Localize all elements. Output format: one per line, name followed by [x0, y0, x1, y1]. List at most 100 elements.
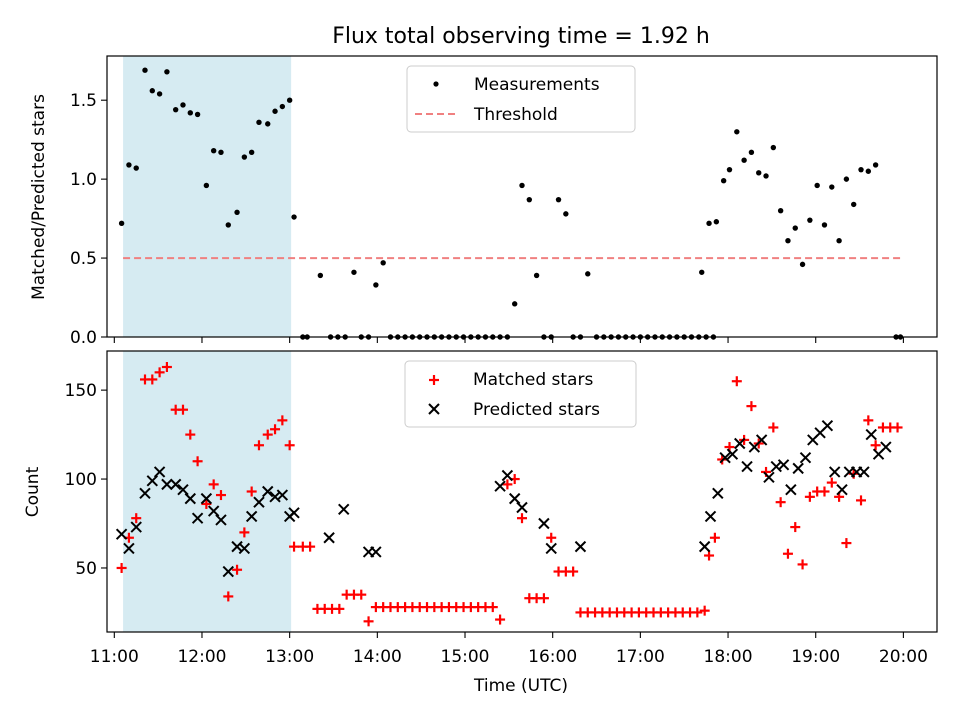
matched-star-point: [185, 429, 196, 440]
ratio-panel: 0.0 0.5 1.0 1.5 Matched/Predicted stars Mea…: [29, 55, 938, 348]
predicted-star-point: [799, 452, 812, 464]
matched-star-point: [699, 605, 710, 616]
predicted-star-point: [153, 466, 166, 478]
matched-star-point: [215, 490, 226, 501]
measurement-point: [133, 165, 139, 171]
y-tick-label: 0.5: [70, 249, 97, 269]
measurement-point: [156, 91, 163, 97]
predicted-star-point: [146, 475, 159, 487]
predicted-star-point: [494, 480, 506, 492]
matched-star-point: [841, 538, 852, 549]
y-tick-label: 1.0: [70, 170, 97, 190]
measurement-point: [149, 88, 155, 94]
predicted-star-point: [139, 487, 151, 499]
matched-star-point: [546, 532, 557, 543]
measurement-point: [180, 102, 186, 108]
predicted-star-point: [184, 492, 196, 505]
matched-star-point: [709, 532, 720, 543]
measurement-point: [741, 157, 747, 163]
measurement-point: [734, 129, 740, 135]
measurement-point: [265, 121, 271, 127]
predicted-star-point: [726, 448, 739, 460]
measurement-point: [172, 106, 179, 113]
measurement-point: [526, 196, 533, 203]
matched-star-point: [270, 424, 281, 435]
measurement-point: [770, 144, 777, 151]
matched-star-point: [692, 607, 703, 618]
matched-star-point: [363, 616, 374, 627]
legend-matched-marker: [429, 375, 439, 385]
matched-star-point: [305, 541, 316, 552]
measurement-point: [563, 211, 569, 217]
predicted-star-point: [755, 434, 768, 446]
predicted-star-point: [191, 512, 204, 524]
predicted-star-point: [169, 478, 182, 491]
predicted-star-point: [792, 462, 804, 475]
predicted-star-point: [123, 542, 135, 555]
x-tick-label: 11:00: [90, 647, 139, 667]
y-axis-label: Count: [23, 466, 43, 517]
x-axis-ticks: 11:00 12:00 13:00 14:00 15:00 16:00 17:00 18:00…: [90, 632, 928, 667]
legend: Measurements Threshold: [406, 65, 636, 133]
predicted-star-point: [858, 466, 870, 478]
legend-label-matched: Matched stars: [473, 370, 593, 390]
measurement-point: [126, 162, 132, 168]
y-tick-label: 0.0: [70, 328, 97, 348]
predicted-star-point: [508, 492, 521, 505]
measurement-point: [829, 184, 835, 190]
measurement-point: [519, 182, 525, 189]
predicted-star-point: [215, 514, 227, 526]
measurement-point: [256, 119, 262, 126]
measurement-point: [291, 214, 297, 220]
x-tick-label: 14:00: [353, 647, 402, 667]
matched-star-point: [487, 602, 498, 613]
predicted-star-point: [880, 441, 892, 453]
matched-star-point: [147, 374, 158, 385]
y-axis-ticks: 0.0 0.5 1.0 1.5: [70, 91, 107, 348]
legend: Matched stars Predicted stars: [404, 360, 637, 428]
matched-star-point: [768, 422, 779, 433]
matched-star-point: [538, 593, 549, 604]
matched-star-point: [239, 527, 250, 538]
measurement-point: [756, 170, 762, 176]
measurement-point: [218, 149, 224, 155]
y-axis-label: Matched/Predicted stars: [29, 94, 49, 300]
measurement-point: [203, 182, 210, 189]
measurement-point: [194, 111, 201, 118]
predicted-star-point: [821, 419, 834, 432]
measurement-point: [785, 238, 791, 244]
predicted-star-point: [288, 507, 300, 519]
matched-star-point: [892, 422, 903, 433]
predicted-star-point: [323, 532, 335, 544]
x-axis-label: Time (UTC): [473, 676, 568, 696]
matched-star-point: [284, 440, 295, 451]
measurement-point: [373, 282, 379, 288]
measurement-point: [851, 201, 857, 208]
measurement-point: [585, 271, 591, 277]
matched-star-point: [289, 541, 300, 552]
matched-star-point: [775, 497, 786, 508]
matched-star-point: [131, 513, 142, 524]
measurement-point: [699, 269, 705, 275]
predicted-star-point: [207, 505, 220, 517]
measurement-point: [317, 272, 324, 279]
predicted-star-point: [370, 546, 382, 558]
predicted-star-point: [253, 496, 265, 508]
measurement-point: [533, 272, 540, 279]
measurement-point: [248, 149, 255, 155]
predicted-star-point: [177, 484, 189, 496]
predicted-star-point: [200, 492, 213, 505]
matched-star-point: [334, 603, 345, 614]
measurement-point: [821, 222, 828, 228]
matched-star-point: [790, 522, 801, 533]
measurement-point: [511, 301, 518, 307]
matched-star-point: [277, 415, 288, 426]
measurement-point: [380, 260, 386, 266]
measurement-point: [777, 208, 784, 214]
predicted-star-point: [501, 469, 514, 482]
measurement-point: [858, 166, 864, 173]
matched-star-point: [177, 404, 188, 415]
measurement-point: [792, 225, 798, 231]
measurement-point: [142, 67, 148, 73]
